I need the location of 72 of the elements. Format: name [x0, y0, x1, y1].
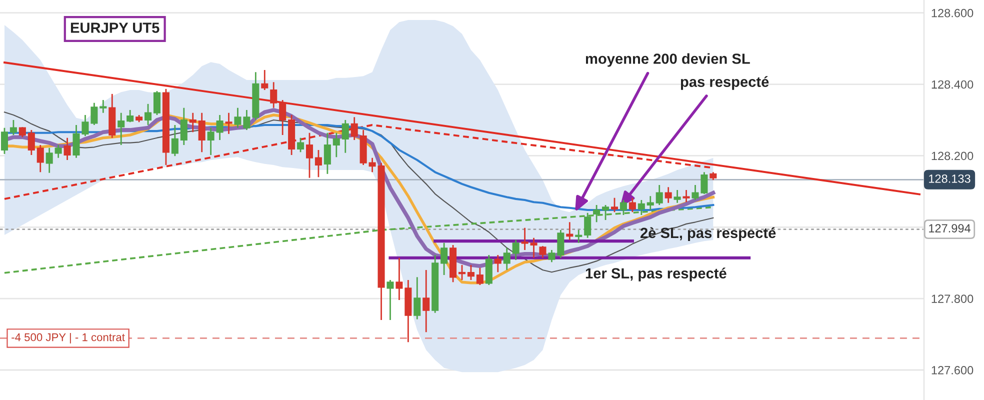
candlestick	[414, 276, 421, 320]
candlestick	[342, 119, 349, 154]
candlestick	[324, 132, 331, 175]
candlestick	[548, 249, 556, 263]
annotation: pas respecté	[680, 76, 769, 90]
candlestick	[100, 99, 107, 114]
candlestick	[189, 112, 196, 133]
candlestick	[36, 144, 44, 173]
candlestick	[396, 257, 403, 301]
candlestick	[674, 189, 681, 204]
y-tick-label: 127.600	[932, 366, 974, 374]
candlestick	[539, 245, 546, 259]
candlestick	[610, 197, 618, 213]
candlestick	[503, 247, 510, 271]
candlestick	[225, 112, 232, 135]
candlestick	[90, 102, 98, 126]
candlestick	[467, 264, 474, 281]
candlestick	[46, 147, 53, 174]
candlestick	[279, 99, 286, 136]
annotation: moyenne 200 devien SL	[586, 53, 750, 67]
candlestick	[54, 144, 62, 159]
candlestick	[494, 254, 502, 273]
annotation: 2è SL, pas respecté	[640, 227, 776, 241]
candlestick	[476, 267, 484, 286]
candlestick	[180, 107, 188, 146]
candlestick	[485, 254, 492, 286]
candlestick	[261, 69, 268, 91]
candlestick	[530, 237, 538, 259]
candlestick	[270, 81, 278, 109]
ref-line-label: 127.994	[929, 224, 970, 232]
candlestick	[144, 103, 152, 126]
y-tick-label: 128.600	[932, 8, 974, 18]
candlestick	[216, 114, 224, 141]
ref-line-label: -4 500 JPY | - 1 contrat	[12, 333, 125, 344]
candlestick	[386, 279, 394, 321]
candlestick	[566, 221, 574, 241]
candlestick	[458, 264, 466, 281]
candlestick	[153, 90, 161, 116]
candlestick	[207, 127, 214, 156]
candlestick	[28, 129, 35, 156]
candlestick	[10, 119, 17, 136]
candlestick	[521, 227, 528, 251]
candlestick	[646, 195, 654, 211]
candlestick	[512, 239, 520, 261]
candlestick	[575, 229, 582, 244]
candlestick	[18, 126, 26, 138]
candlestick	[243, 109, 250, 131]
candlestick	[628, 197, 636, 213]
candlestick	[234, 107, 242, 129]
candlestick	[440, 242, 448, 276]
candlestick	[118, 112, 125, 146]
candlestick	[584, 212, 592, 239]
candlestick	[664, 186, 672, 204]
text: EURJPY UT5	[70, 22, 160, 33]
candlestick	[557, 229, 564, 259]
y-tick-label: 128.200	[932, 152, 974, 160]
y-tick-label: 128.400	[932, 80, 974, 89]
ref-line-label: 128.133	[929, 174, 970, 183]
candlestick	[314, 149, 322, 178]
candlestick	[306, 132, 314, 179]
y-tick-label: 127.800	[932, 294, 974, 303]
candlestick	[64, 137, 71, 161]
candlestick	[422, 269, 430, 333]
candlestick	[656, 184, 663, 206]
candlestick	[682, 189, 690, 203]
annotation: 1er SL, pas respecté	[586, 268, 726, 282]
candlestick	[332, 132, 340, 158]
candlestick	[0, 127, 8, 155]
candlestick	[126, 109, 134, 123]
candlestick	[198, 112, 206, 153]
candlestick	[171, 124, 178, 157]
candlestick	[297, 137, 304, 153]
